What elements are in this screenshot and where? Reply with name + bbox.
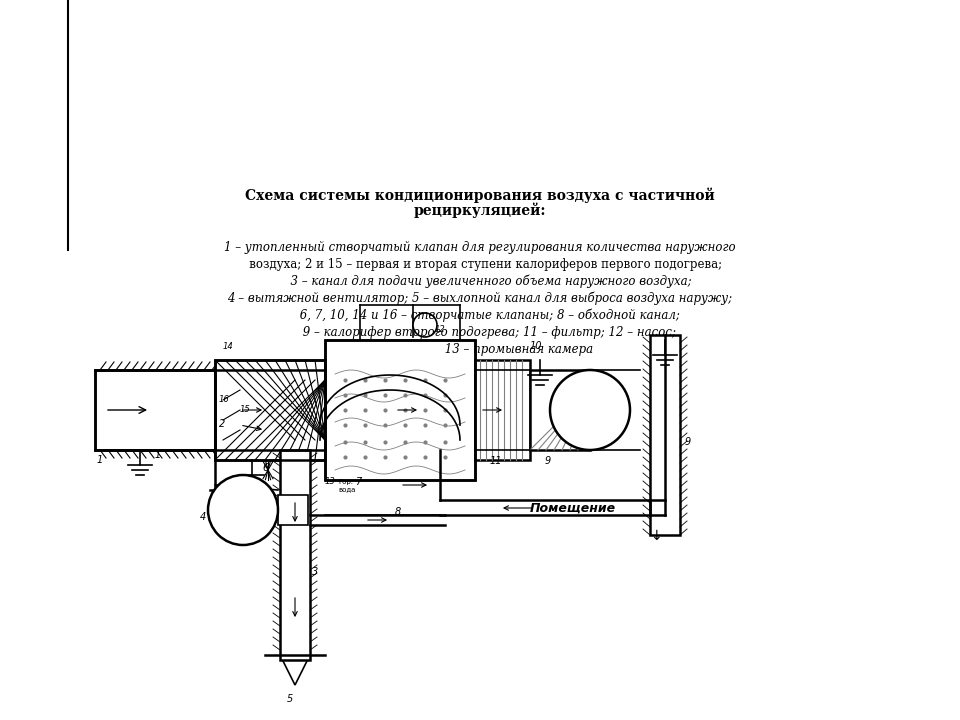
- Bar: [650, 335, 680, 535]
- Text: 5: 5: [287, 694, 293, 704]
- Text: 3 – канал для подачи увеличенного объема наружного воздуха;: 3 – канал для подачи увеличенного объема…: [268, 274, 692, 288]
- Text: 7: 7: [355, 477, 361, 487]
- Bar: [215, 360, 325, 460]
- Text: 12: 12: [435, 325, 445, 334]
- Text: вода: вода: [338, 486, 355, 492]
- Bar: [475, 360, 530, 460]
- Text: 11: 11: [490, 456, 502, 466]
- Text: 13 – промывная камера: 13 – промывная камера: [367, 343, 593, 356]
- Circle shape: [208, 475, 278, 545]
- Text: ↓: ↓: [650, 529, 661, 543]
- Polygon shape: [280, 655, 310, 685]
- Text: Гор.: Гор.: [338, 479, 353, 485]
- Text: 9: 9: [685, 437, 691, 447]
- Bar: [530, 370, 590, 450]
- Bar: [278, 495, 308, 525]
- Bar: [325, 340, 475, 480]
- Text: рециркуляцией:: рециркуляцией:: [414, 202, 546, 217]
- Text: 16: 16: [219, 395, 229, 404]
- Text: воздуха; 2 и 15 – первая и вторая ступени калориферов первого подогрева;: воздуха; 2 и 15 – первая и вторая ступен…: [238, 258, 722, 271]
- Text: 13: 13: [325, 477, 336, 486]
- Bar: [280, 450, 310, 660]
- Text: 6: 6: [262, 463, 268, 473]
- Text: 8: 8: [395, 507, 401, 517]
- Text: 1 – утопленный створчатый клапан для регулирования количества наружного: 1 – утопленный створчатый клапан для рег…: [225, 240, 735, 253]
- Text: 9: 9: [545, 456, 551, 466]
- Text: 6, 7, 10, 14 и 16 – створчатые клапаны; 8 – обходной канал;: 6, 7, 10, 14 и 16 – створчатые клапаны; …: [280, 308, 680, 322]
- Text: 1: 1: [97, 455, 104, 465]
- Circle shape: [550, 370, 630, 450]
- Bar: [95, 370, 215, 450]
- Text: 4: 4: [200, 512, 206, 522]
- Text: 4 – вытяжной вентилятор; 5 – выхлопной канал для выброса воздуха наружу;: 4 – вытяжной вентилятор; 5 – выхлопной к…: [228, 292, 732, 305]
- Text: 15: 15: [240, 405, 251, 414]
- Bar: [95, 370, 215, 450]
- Text: 1: 1: [155, 450, 161, 460]
- Text: 9 – калорифер второго подогрева; 11 – фильтр; 12 – насос;: 9 – калорифер второго подогрева; 11 – фи…: [284, 325, 676, 338]
- Text: 10: 10: [530, 341, 542, 351]
- Bar: [215, 360, 325, 460]
- Text: 14: 14: [223, 342, 233, 351]
- Text: Схема системы кондиционирования воздуха с частичной: Схема системы кондиционирования воздуха …: [245, 187, 715, 203]
- Text: 2: 2: [219, 419, 226, 429]
- Text: 3: 3: [312, 567, 319, 577]
- Bar: [325, 340, 475, 480]
- Circle shape: [413, 313, 437, 337]
- Text: Помещение: Помещение: [530, 502, 616, 515]
